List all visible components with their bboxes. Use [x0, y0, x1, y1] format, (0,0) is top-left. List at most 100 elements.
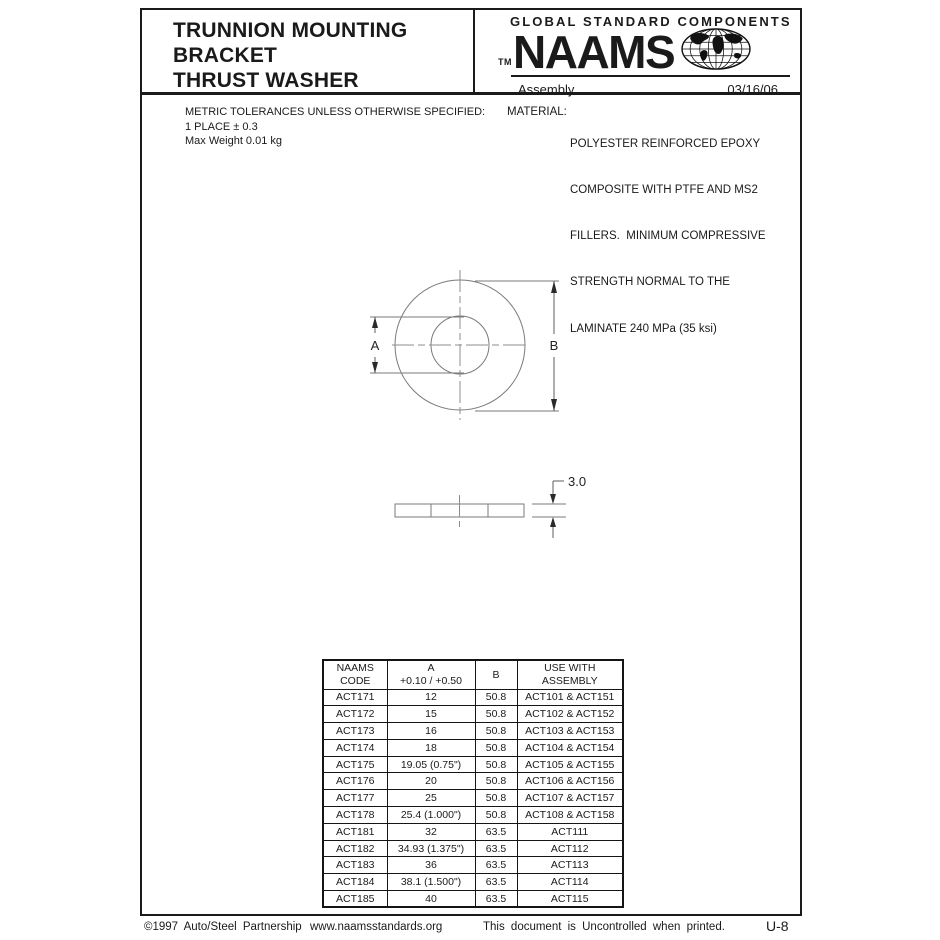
- col-header-use-with: USE WITH ASSEMBLY: [516, 659, 624, 690]
- cell-dim-a: 19.05 (0.75"): [386, 755, 476, 774]
- cell-use-with-assembly: ACT115: [516, 890, 624, 908]
- brand-divider: [511, 75, 790, 77]
- trademark-mark: TM: [498, 57, 512, 67]
- dim-b-label: B: [550, 338, 559, 353]
- col-header-dim-b: B: [474, 659, 518, 690]
- title-block: TRUNNION MOUNTING BRACKET THRUST WASHER: [142, 10, 475, 92]
- header-line: CODE: [340, 674, 371, 687]
- cell-dim-b: 63.5: [474, 822, 518, 841]
- size-table: NAAMS CODE A +0.10 / +0.50 B USE WITH AS…: [322, 659, 624, 909]
- page-number: U-8: [766, 918, 789, 934]
- table-row: ACT185 40 63.5 ACT115: [322, 890, 624, 908]
- size-table-body: ACT171 12 50.8 ACT101 & ACT151 ACT172 15…: [322, 688, 624, 908]
- tolerance-line-2: 1 PLACE ± 0.3: [185, 120, 258, 133]
- table-row: ACT181 32 63.5 ACT111: [322, 822, 624, 841]
- dim-a-label: A: [371, 338, 380, 353]
- cell-naams-code: ACT177: [322, 789, 388, 808]
- cell-naams-code: ACT183: [322, 856, 388, 875]
- cell-dim-b: 50.8: [474, 688, 518, 707]
- washer-side-view: 3.0: [394, 474, 586, 538]
- table-row: ACT183 36 63.5 ACT113: [322, 856, 624, 875]
- cell-dim-b: 50.8: [474, 738, 518, 757]
- cell-dim-b: 50.8: [474, 755, 518, 774]
- cell-naams-code: ACT184: [322, 873, 388, 892]
- brand-wordmark: NAAMS: [513, 26, 676, 78]
- page-title-line-3: THRUST WASHER: [173, 69, 359, 92]
- copyright-text: ©1997 Auto/Steel Partnership: [144, 921, 302, 933]
- cell-dim-a: 12: [386, 688, 476, 707]
- cell-use-with-assembly: ACT105 & ACT155: [516, 755, 624, 774]
- document-category: Assembly: [518, 82, 575, 97]
- cell-naams-code: ACT178: [322, 806, 388, 824]
- cell-dim-b: 50.8: [474, 806, 518, 824]
- cell-use-with-assembly: ACT104 & ACT154: [516, 738, 624, 757]
- cell-dim-a: 38.1 (1.500"): [386, 873, 476, 892]
- cell-use-with-assembly: ACT113: [516, 856, 624, 875]
- table-row: ACT184 38.1 (1.500") 63.5 ACT114: [322, 873, 624, 892]
- cell-use-with-assembly: ACT101 & ACT151: [516, 688, 624, 707]
- cell-dim-b: 50.8: [474, 705, 518, 724]
- cell-dim-b: 50.8: [474, 772, 518, 791]
- brand-tagline: GLOBAL STANDARD COMPONENTS: [510, 14, 792, 29]
- cell-use-with-assembly: ACT108 & ACT158: [516, 806, 624, 824]
- header-line: NAAMS: [336, 662, 374, 675]
- cell-dim-a: 34.93 (1.375"): [386, 839, 476, 858]
- material-line-5: LAMINATE 240 MPa (35 ksi): [570, 322, 717, 335]
- table-row: ACT176 20 50.8 ACT106 & ACT156: [322, 772, 624, 791]
- cell-naams-code: ACT185: [322, 890, 388, 908]
- cell-naams-code: ACT181: [322, 822, 388, 841]
- page-title-line-2: BRACKET: [173, 44, 278, 67]
- cell-dim-a: 36: [386, 856, 476, 875]
- brand-block: GLOBAL STANDARD COMPONENTS TM NAAMS: [475, 10, 800, 97]
- cell-use-with-assembly: ACT111: [516, 822, 624, 841]
- cell-naams-code: ACT174: [322, 738, 388, 757]
- cell-dim-b: 63.5: [474, 839, 518, 858]
- cell-dim-a: 32: [386, 822, 476, 841]
- cell-dim-a: 25: [386, 789, 476, 808]
- washer-front-view: A B: [370, 270, 559, 420]
- cell-use-with-assembly: ACT107 & ACT157: [516, 789, 624, 808]
- cell-naams-code: ACT176: [322, 772, 388, 791]
- tolerance-note: METRIC TOLERANCES UNLESS OTHERWISE SPECI…: [185, 105, 485, 149]
- cell-dim-a: 15: [386, 705, 476, 724]
- cell-use-with-assembly: ACT112: [516, 839, 624, 858]
- header-line: ASSEMBLY: [541, 674, 598, 687]
- material-label: MATERIAL:: [507, 106, 567, 118]
- cell-naams-code: ACT182: [322, 839, 388, 858]
- table-row: ACT172 15 50.8 ACT102 & ACT152: [322, 705, 624, 724]
- brand-logo-row: TM NAAMS: [487, 26, 792, 78]
- cell-dim-a: 16: [386, 722, 476, 740]
- table-row: ACT171 12 50.8 ACT101 & ACT151: [322, 688, 624, 707]
- technical-drawing: A B: [370, 270, 586, 538]
- material-line-3: FILLERS. MINIMUM COMPRESSIVE: [570, 230, 766, 243]
- thickness-dim-label: 3.0: [568, 474, 586, 489]
- header-row: NAAMS CODE A +0.10 / +0.50 B USE WITH AS…: [322, 659, 624, 690]
- material-text: POLYESTER REINFORCED EPOXY COMPOSITE WIT…: [570, 106, 766, 368]
- page-title-line-1: TRUNNION MOUNTING: [173, 19, 408, 42]
- globe-icon: [681, 28, 751, 70]
- col-header-dim-a: A +0.10 / +0.50: [386, 659, 476, 690]
- website-text: www.naamsstandards.org: [310, 921, 443, 933]
- cell-dim-b: 63.5: [474, 890, 518, 908]
- cell-naams-code: ACT171: [322, 688, 388, 707]
- size-table-header: NAAMS CODE A +0.10 / +0.50 B USE WITH AS…: [322, 659, 624, 690]
- cell-naams-code: ACT173: [322, 722, 388, 740]
- table-row: ACT174 18 50.8 ACT104 & ACT154: [322, 738, 624, 757]
- document-border: TRUNNION MOUNTING BRACKET THRUST WASHER …: [140, 8, 802, 916]
- header-line: B: [492, 668, 500, 681]
- material-line-1: POLYESTER REINFORCED EPOXY: [570, 137, 761, 150]
- cell-dim-b: 63.5: [474, 856, 518, 875]
- table-row: ACT173 16 50.8 ACT103 & ACT153: [322, 722, 624, 740]
- header-line: A: [427, 662, 435, 675]
- cell-dim-b: 50.8: [474, 722, 518, 740]
- table-row: ACT175 19.05 (0.75") 50.8 ACT105 & ACT15…: [322, 755, 624, 774]
- col-header-naams-code: NAAMS CODE: [322, 659, 388, 690]
- cell-dim-b: 50.8: [474, 789, 518, 808]
- tolerance-line-1: METRIC TOLERANCES UNLESS OTHERWISE SPECI…: [185, 106, 486, 118]
- uncontrolled-notice: This document is Uncontrolled when print…: [483, 921, 725, 933]
- cell-dim-b: 63.5: [474, 873, 518, 892]
- cell-use-with-assembly: ACT102 & ACT152: [516, 705, 624, 724]
- header: TRUNNION MOUNTING BRACKET THRUST WASHER …: [142, 10, 800, 97]
- table-row: ACT177 25 50.8 ACT107 & ACT157: [322, 789, 624, 808]
